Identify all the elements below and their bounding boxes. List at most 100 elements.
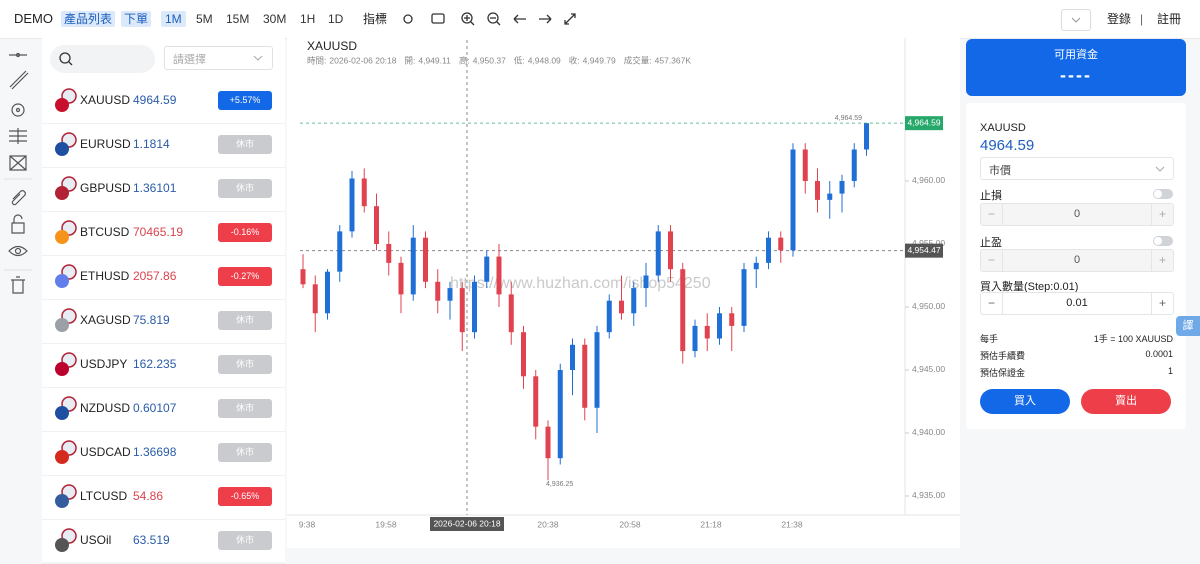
chevron bbox=[253, 55, 263, 61]
settings-icon[interactable] bbox=[403, 14, 413, 24]
flag-icon bbox=[55, 220, 77, 244]
tool-pattern[interactable] bbox=[9, 155, 27, 171]
product-row[interactable]: USDJPY 162.235 休市 bbox=[42, 343, 285, 388]
product-symbol: USDJPY bbox=[80, 357, 128, 371]
change-badge: 休市 bbox=[218, 443, 272, 462]
product-row[interactable]: NZDUSD 0.60107 休市 bbox=[42, 387, 285, 432]
y-tick-label: 4,950.00 bbox=[912, 301, 945, 311]
sell-button[interactable]: 賣出 bbox=[1081, 389, 1171, 414]
candle-body bbox=[410, 237, 416, 295]
register-link[interactable]: 註冊 bbox=[1157, 12, 1182, 26]
dropdown[interactable] bbox=[1061, 9, 1091, 31]
product-row[interactable]: XAGUSD 75.819 休市 bbox=[42, 299, 285, 344]
toolbar-icons bbox=[403, 12, 576, 26]
translate-tab[interactable]: 譯 bbox=[1176, 316, 1200, 336]
interval[interactable]: 1M bbox=[161, 11, 186, 27]
flag-b bbox=[55, 494, 69, 508]
tool-delete[interactable] bbox=[11, 276, 25, 294]
product-symbol: EURUSD bbox=[80, 137, 131, 151]
camera-icon[interactable] bbox=[431, 13, 445, 24]
plus[interactable]: + bbox=[1151, 293, 1173, 314]
category-select[interactable]: 請選擇 bbox=[164, 46, 273, 70]
tool-fib[interactable] bbox=[9, 128, 27, 144]
tool-visibility[interactable] bbox=[8, 245, 28, 257]
order-symbol: XAUUSD bbox=[980, 122, 1026, 134]
product-row[interactable]: EURUSD 1.1814 休市 bbox=[42, 123, 285, 168]
search-box[interactable] bbox=[50, 45, 155, 73]
product-list bbox=[42, 38, 285, 562]
fullscreen-icon[interactable] bbox=[564, 13, 576, 25]
flag-icon bbox=[55, 484, 77, 508]
candle-body bbox=[484, 256, 490, 282]
minus: − bbox=[981, 204, 1003, 225]
interval[interactable]: 15M bbox=[226, 12, 250, 26]
product-row[interactable]: USOil 63.519 休市 bbox=[42, 519, 285, 564]
change-badge: +5.57% bbox=[218, 91, 272, 110]
drawing-tools bbox=[4, 52, 32, 294]
tool-parallel[interactable] bbox=[9, 70, 29, 90]
interval[interactable]: 1H bbox=[300, 12, 316, 26]
order-type-select[interactable]: 市價 bbox=[980, 157, 1174, 180]
forward-icon[interactable] bbox=[539, 14, 552, 24]
product-symbol: USDCAD bbox=[80, 445, 131, 459]
product-price: 1.1814 bbox=[133, 137, 170, 151]
flag-b bbox=[55, 142, 69, 156]
minus: − bbox=[981, 250, 1003, 271]
tool-attach[interactable] bbox=[11, 190, 26, 206]
candle-body bbox=[729, 313, 735, 326]
detail-label: 預估保證金 bbox=[980, 368, 1026, 378]
info-value: 4,950.37 bbox=[473, 55, 506, 65]
flag-icon bbox=[55, 132, 77, 156]
tool-circle[interactable] bbox=[11, 103, 25, 117]
flag-b bbox=[55, 406, 69, 420]
change-badge: 休市 bbox=[218, 179, 272, 198]
select-placeholder: 請選擇 bbox=[173, 54, 206, 66]
back-icon[interactable] bbox=[513, 14, 526, 24]
high-label: 4,964.59 bbox=[835, 115, 862, 122]
product-row[interactable]: GBPUSD 1.36101 休市 bbox=[42, 167, 285, 212]
quantity-input[interactable]: − 0.01 + bbox=[980, 292, 1174, 315]
zoom-in-icon[interactable] bbox=[461, 12, 473, 24]
zoom-out-icon[interactable] bbox=[487, 12, 499, 24]
product-row[interactable]: LTCUSD 54.86 -0.65% bbox=[42, 475, 285, 520]
detail-value: 1 bbox=[1167, 366, 1173, 376]
tab[interactable]: 下單 bbox=[121, 11, 152, 27]
product-row[interactable]: BTCUSD 70465.19 -0.16% bbox=[42, 211, 285, 256]
candle-body bbox=[570, 344, 575, 370]
candle-body bbox=[508, 294, 514, 333]
candle-body bbox=[802, 149, 808, 181]
candle-body bbox=[557, 369, 563, 459]
y-tick-label: 4,945.00 bbox=[912, 364, 945, 374]
tab[interactable]: 產品列表 bbox=[61, 11, 116, 27]
take-profit-toggle[interactable] bbox=[1153, 236, 1173, 246]
interval[interactable]: 5M bbox=[196, 12, 213, 26]
crosshair-price-tag bbox=[905, 243, 943, 258]
interval[interactable]: 30M bbox=[263, 12, 287, 26]
candle-body bbox=[386, 243, 392, 263]
flag-icon bbox=[55, 352, 77, 376]
x-tick-label: 20:58 bbox=[619, 519, 641, 529]
detail-label: 預估手續費 bbox=[980, 351, 1026, 361]
change-badge: 休市 bbox=[218, 135, 272, 154]
login-link[interactable]: 登錄 bbox=[1107, 12, 1132, 26]
stop-loss-toggle[interactable] bbox=[1153, 189, 1173, 199]
candle-body bbox=[300, 269, 306, 285]
y-tick-label: 4,935.00 bbox=[912, 490, 945, 500]
product-row[interactable]: ETHUSD 2057.86 -0.27% bbox=[42, 255, 285, 300]
candle-body bbox=[435, 281, 441, 301]
candle-body bbox=[459, 288, 465, 333]
interval[interactable]: 1D bbox=[328, 12, 344, 26]
tool-lock[interactable] bbox=[11, 214, 25, 234]
indicator-button[interactable]: 指標 bbox=[363, 12, 388, 26]
stop-loss-label: 止損 bbox=[980, 190, 1002, 202]
buy-button[interactable]: 買入 bbox=[980, 389, 1070, 414]
product-row[interactable]: USDCAD 1.36698 休市 bbox=[42, 431, 285, 476]
funds-title: 可用資金 bbox=[1054, 49, 1098, 61]
product-row[interactable]: XAUUSD 4964.59 +5.57% bbox=[42, 79, 285, 124]
x-tick-label: 21:18 bbox=[700, 519, 722, 529]
last-price-tag bbox=[905, 116, 943, 131]
minus[interactable]: − bbox=[981, 293, 1003, 314]
flag-icon bbox=[55, 440, 77, 464]
flag-b bbox=[55, 274, 69, 288]
product-price: 0.60107 bbox=[133, 401, 177, 415]
